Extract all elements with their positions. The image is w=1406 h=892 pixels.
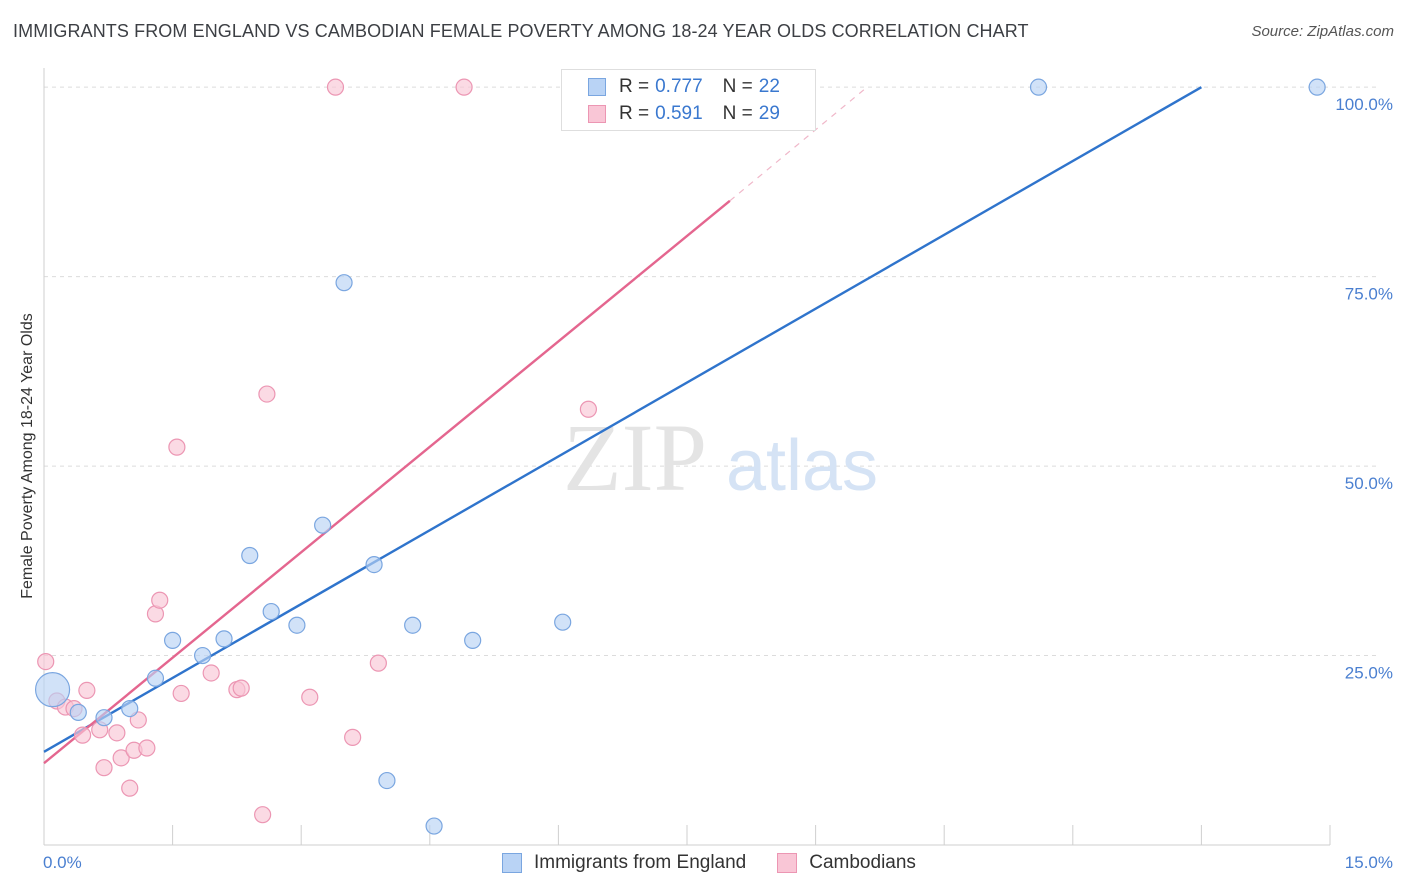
data-point-cambodian bbox=[95, 759, 113, 777]
x-tick-label-min: 0.0% bbox=[43, 853, 82, 872]
x-tick-label-max: 15.0% bbox=[1344, 853, 1393, 872]
data-point-england bbox=[164, 631, 182, 649]
data-point-cambodian bbox=[172, 684, 190, 703]
legend-label-cambodians: Cambodians bbox=[809, 852, 916, 873]
y-tick-label: 75.0% bbox=[1345, 285, 1393, 304]
data-point-cambodian bbox=[78, 681, 96, 700]
data-point-england bbox=[146, 669, 165, 687]
legend-r-label: R = bbox=[619, 103, 650, 124]
data-point-england bbox=[404, 616, 422, 634]
chart-title: IMMIGRANTS FROM ENGLAND VS CAMBODIAN FEM… bbox=[13, 21, 1029, 41]
data-point-cambodian bbox=[121, 779, 139, 797]
legend-n-label: N = bbox=[722, 103, 753, 124]
data-points bbox=[34, 78, 1326, 835]
data-point-cambodian bbox=[129, 711, 147, 729]
data-point-england bbox=[554, 613, 572, 631]
y-tick-label: 100.0% bbox=[1335, 95, 1393, 114]
data-point-england bbox=[378, 771, 396, 790]
data-point-cambodian bbox=[168, 438, 186, 456]
watermark-atlas: atlas bbox=[726, 426, 878, 506]
legend-swatch-england bbox=[502, 853, 522, 873]
y-tick-label: 50.0% bbox=[1345, 474, 1393, 493]
trend-line-cambodian bbox=[43, 199, 731, 765]
source-note: Source: ZipAtlas.com bbox=[1251, 23, 1394, 40]
legend-swatch-england bbox=[588, 78, 606, 96]
legend-swatch-cambodians bbox=[588, 105, 606, 123]
watermark: ZIP atlas bbox=[563, 404, 878, 511]
data-point-cambodian bbox=[73, 726, 92, 744]
y-tick-label: 25.0% bbox=[1345, 664, 1393, 683]
data-point-england bbox=[1308, 78, 1326, 96]
data-point-cambodian bbox=[369, 654, 387, 672]
data-point-england bbox=[121, 699, 139, 718]
data-point-cambodian bbox=[326, 78, 345, 96]
data-point-england bbox=[314, 516, 332, 534]
legend-n-label: N = bbox=[722, 76, 753, 97]
trend-lines bbox=[43, 86, 1202, 765]
data-point-england bbox=[95, 709, 113, 727]
data-point-england bbox=[288, 616, 306, 634]
legend-n-value: 29 bbox=[758, 103, 780, 124]
data-point-cambodian bbox=[232, 679, 250, 697]
data-point-england bbox=[69, 703, 87, 721]
gridlines bbox=[44, 86, 1380, 657]
legend-label-england: Immigrants from England bbox=[534, 852, 747, 873]
series-legend: Immigrants from England Cambodians bbox=[502, 852, 947, 874]
y-tick-labels: 25.0% 50.0% 75.0% 100.0% bbox=[1335, 95, 1393, 682]
legend-r-value: 0.777 bbox=[655, 76, 703, 97]
data-point-cambodian bbox=[112, 749, 130, 767]
legend-row-england: R = 0.777 N = 22 bbox=[588, 75, 780, 99]
data-point-england bbox=[262, 602, 280, 621]
legend-swatch-cambodians bbox=[777, 853, 798, 873]
correlation-legend: R = 0.777 N = 22 R = 0.591 N = 29 bbox=[561, 69, 816, 131]
legend-r-label: R = bbox=[619, 76, 650, 97]
data-point-england bbox=[194, 646, 212, 665]
legend-item-england[interactable]: Immigrants from England bbox=[502, 852, 746, 874]
data-point-cambodian bbox=[108, 724, 126, 742]
data-point-cambodian bbox=[344, 728, 362, 746]
trend-line-england bbox=[43, 86, 1202, 753]
data-point-cambodian bbox=[258, 385, 276, 403]
data-point-cambodian bbox=[151, 591, 169, 609]
watermark-zip: ZIP bbox=[563, 404, 707, 511]
data-point-england bbox=[335, 274, 353, 292]
data-point-england bbox=[34, 672, 71, 708]
trend-extension-cambodian bbox=[729, 86, 868, 202]
legend-item-cambodians[interactable]: Cambodians bbox=[777, 852, 916, 874]
data-point-cambodian bbox=[455, 78, 473, 96]
data-point-england bbox=[241, 546, 259, 565]
data-point-cambodian bbox=[301, 688, 319, 706]
data-point-england bbox=[1029, 78, 1048, 96]
data-point-england bbox=[425, 817, 443, 835]
data-point-cambodian bbox=[138, 739, 156, 757]
data-point-england bbox=[365, 555, 383, 574]
data-point-cambodian bbox=[37, 653, 55, 671]
data-point-cambodian bbox=[202, 664, 220, 682]
legend-n-value: 22 bbox=[758, 76, 780, 97]
data-point-cambodian bbox=[579, 400, 598, 418]
data-point-england bbox=[215, 630, 233, 648]
data-point-cambodian bbox=[254, 806, 272, 824]
legend-row-cambodians: R = 0.591 N = 29 bbox=[588, 102, 780, 126]
legend-r-value: 0.591 bbox=[655, 103, 703, 124]
y-axis-label: Female Poverty Among 18-24 Year Olds bbox=[19, 313, 36, 599]
data-point-england bbox=[464, 631, 482, 649]
